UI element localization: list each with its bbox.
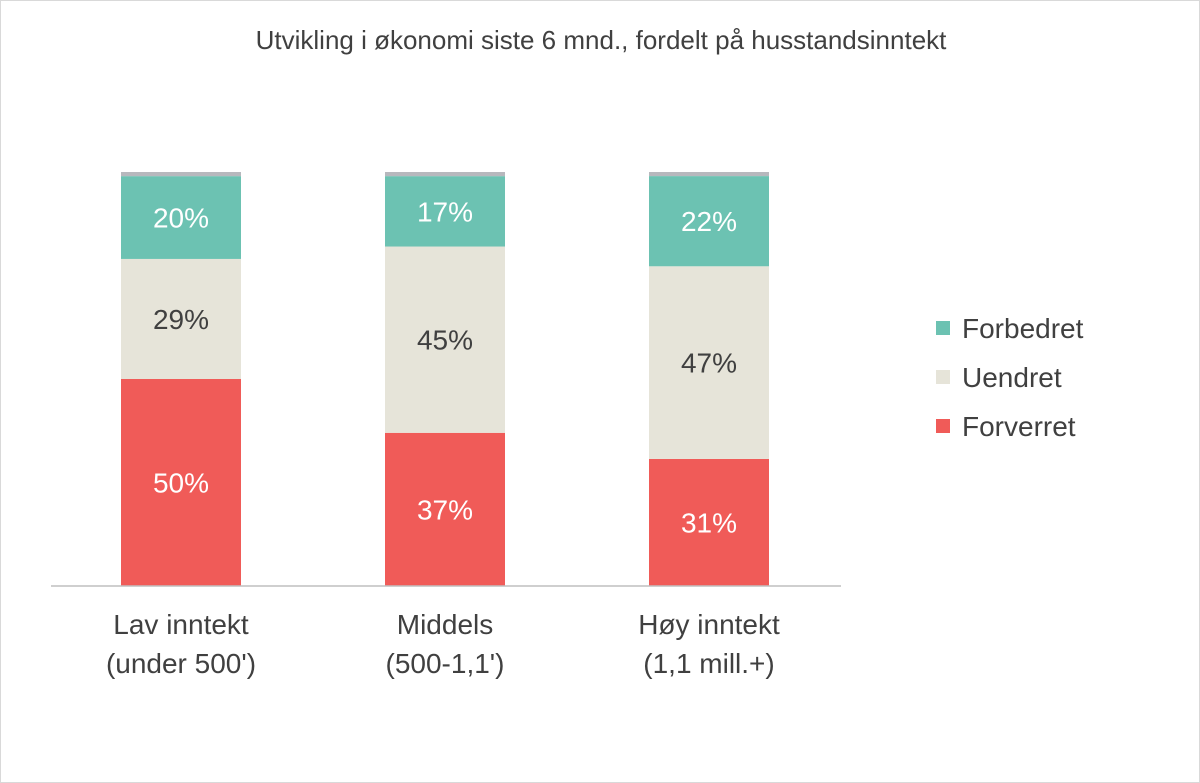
labels-layer: 50% 29% 20% 37% 45% 17% 31% 47% 22% bbox=[153, 196, 737, 538]
data-label: 37% bbox=[417, 494, 473, 525]
category-label: Middels bbox=[397, 609, 493, 640]
bar-segment-uendret-1 bbox=[385, 246, 505, 433]
bar-segment-uendret-0 bbox=[121, 258, 241, 379]
bar-segment-remainder-1 bbox=[385, 172, 505, 177]
data-label: 47% bbox=[681, 348, 737, 379]
data-label: 22% bbox=[681, 206, 737, 237]
bar-segment-forbedret-2 bbox=[649, 176, 769, 267]
bar-segment-forbedret-1 bbox=[385, 176, 505, 247]
data-label: 17% bbox=[417, 196, 473, 227]
category-labels: Lav inntekt (under 500') Middels (500-1,1')… bbox=[106, 609, 780, 679]
category-label: Lav inntekt bbox=[113, 609, 249, 640]
bar-segment-forverret-1 bbox=[385, 432, 505, 586]
legend-swatch-forbedret bbox=[936, 321, 950, 335]
category-label: (500-1,1') bbox=[386, 648, 505, 679]
data-label: 45% bbox=[417, 325, 473, 356]
legend: Forbedret Uendret Forverret bbox=[936, 313, 1084, 442]
data-label: 20% bbox=[153, 203, 209, 234]
bar-segment-forbedret-0 bbox=[121, 176, 241, 259]
legend-swatch-uendret bbox=[936, 370, 950, 384]
bar-segment-forverret-2 bbox=[649, 458, 769, 586]
bar-segment-forverret-0 bbox=[121, 379, 241, 586]
data-label: 31% bbox=[681, 507, 737, 538]
category-label: (under 500') bbox=[106, 648, 256, 679]
legend-label-forbedret: Forbedret bbox=[962, 313, 1084, 344]
bar-segment-uendret-2 bbox=[649, 266, 769, 459]
category-label: (1,1 mill.+) bbox=[643, 648, 774, 679]
data-label: 29% bbox=[153, 304, 209, 335]
legend-swatch-forverret bbox=[936, 419, 950, 433]
legend-label-uendret: Uendret bbox=[962, 362, 1062, 393]
data-label: 50% bbox=[153, 468, 209, 499]
bar-segment-remainder-0 bbox=[121, 172, 241, 177]
bars-layer bbox=[121, 172, 769, 586]
bar-segment-remainder-2 bbox=[649, 172, 769, 177]
category-label: Høy inntekt bbox=[638, 609, 780, 640]
chart-title: Utvikling i økonomi siste 6 mnd., fordel… bbox=[256, 25, 948, 55]
legend-label-forverret: Forverret bbox=[962, 411, 1076, 442]
